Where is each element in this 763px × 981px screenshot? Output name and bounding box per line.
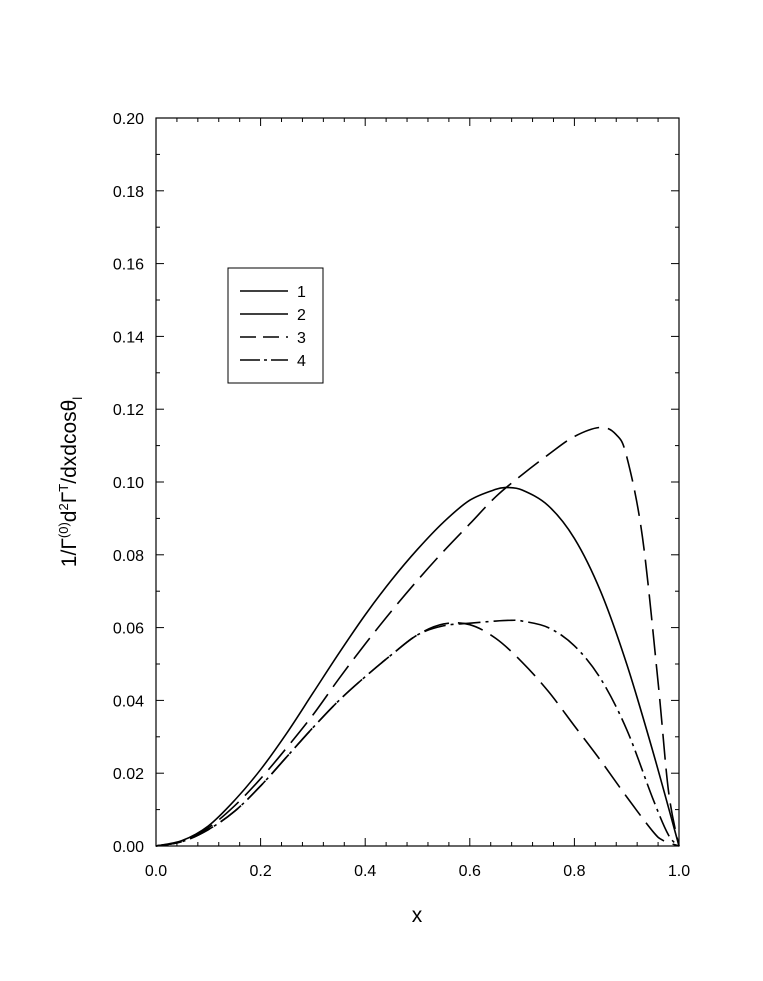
- x-axis-title: x: [412, 904, 423, 927]
- legend-label-1: 1: [297, 284, 306, 301]
- series-2-line: [506, 486, 680, 847]
- y-tick-label: 0.08: [113, 548, 144, 565]
- series-3-line: [155, 621, 680, 847]
- y-axis-title-mid2: Γ: [58, 492, 81, 504]
- legend-label-2: 2: [297, 307, 306, 324]
- x-tick-label: 0.6: [459, 863, 481, 880]
- x-tick-label: 1.0: [668, 863, 690, 880]
- legend-label-3: 3: [297, 330, 306, 347]
- x-tick-label: 0.2: [249, 863, 271, 880]
- legend-box: [227, 267, 324, 384]
- y-axis-title: 1/Γ(0)d2ΓT/dxdcosθl: [56, 397, 85, 568]
- y-tick-label: 0.04: [113, 693, 144, 710]
- y-tick-label: 0.16: [113, 257, 144, 274]
- y-axis-title-sub: l: [70, 397, 85, 400]
- series-1-line: [155, 486, 507, 847]
- axis-ticks: 0.0 0.2 0.4 0.6 0.8 1.0 0.00 0.02 0.04 0.06 0.08 0.…: [113, 111, 690, 880]
- y-axis-title-mid1: d: [58, 511, 81, 523]
- x-tick-label: 0.4: [354, 863, 376, 880]
- y-tick-label: 0.10: [113, 475, 144, 492]
- y-axis-title-sup3: T: [56, 484, 71, 492]
- series-3-line: [155, 426, 680, 847]
- x-tick-label: 0.8: [563, 863, 585, 880]
- y-tick-label: 0.18: [113, 184, 144, 201]
- y-axis-title-prefix: 1/Γ: [58, 538, 81, 567]
- y-tick-label: 0.06: [113, 621, 144, 638]
- legend: 1 2 3 4: [227, 267, 324, 384]
- series-4-line: [155, 619, 680, 847]
- y-tick-label: 0.20: [113, 111, 144, 128]
- y-tick-label: 0.00: [113, 839, 144, 856]
- y-tick-label: 0.12: [113, 402, 144, 419]
- legend-label-4: 4: [297, 353, 306, 370]
- y-axis-title-sup1: (0): [56, 522, 71, 538]
- y-axis-title-sup2: 2: [56, 503, 71, 510]
- y-tick-label: 0.02: [113, 766, 144, 783]
- data-curves: [155, 426, 680, 847]
- y-axis-title-mid3: /dxdcosθ: [58, 400, 81, 484]
- plot-frame: [155, 117, 680, 847]
- x-tick-label: 0.0: [145, 863, 167, 880]
- legend-entries: 1 2 3 4: [240, 284, 306, 370]
- y-tick-label: 0.14: [113, 329, 144, 346]
